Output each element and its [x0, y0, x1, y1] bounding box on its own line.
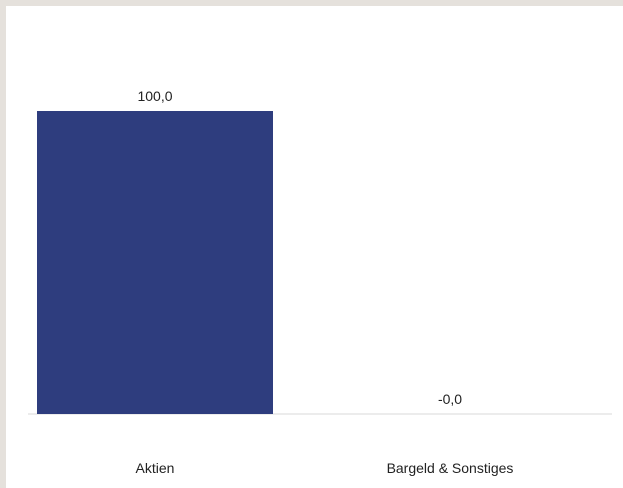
bar-value-label-0: 100,0: [137, 88, 172, 104]
chart-frame: 100,0 -0,0 Aktien Bargeld & Sonstiges: [6, 6, 623, 488]
category-label-0: Aktien: [136, 460, 175, 476]
bar-value-label-1: -0,0: [438, 391, 462, 407]
category-labels-group: Aktien Bargeld & Sonstiges: [136, 460, 514, 476]
bar-0: [37, 111, 273, 414]
category-label-1: Bargeld & Sonstiges: [387, 460, 514, 476]
value-labels-group: 100,0 -0,0: [137, 88, 462, 407]
bars-group: [37, 111, 273, 414]
bar-chart: 100,0 -0,0 Aktien Bargeld & Sonstiges: [28, 88, 612, 476]
